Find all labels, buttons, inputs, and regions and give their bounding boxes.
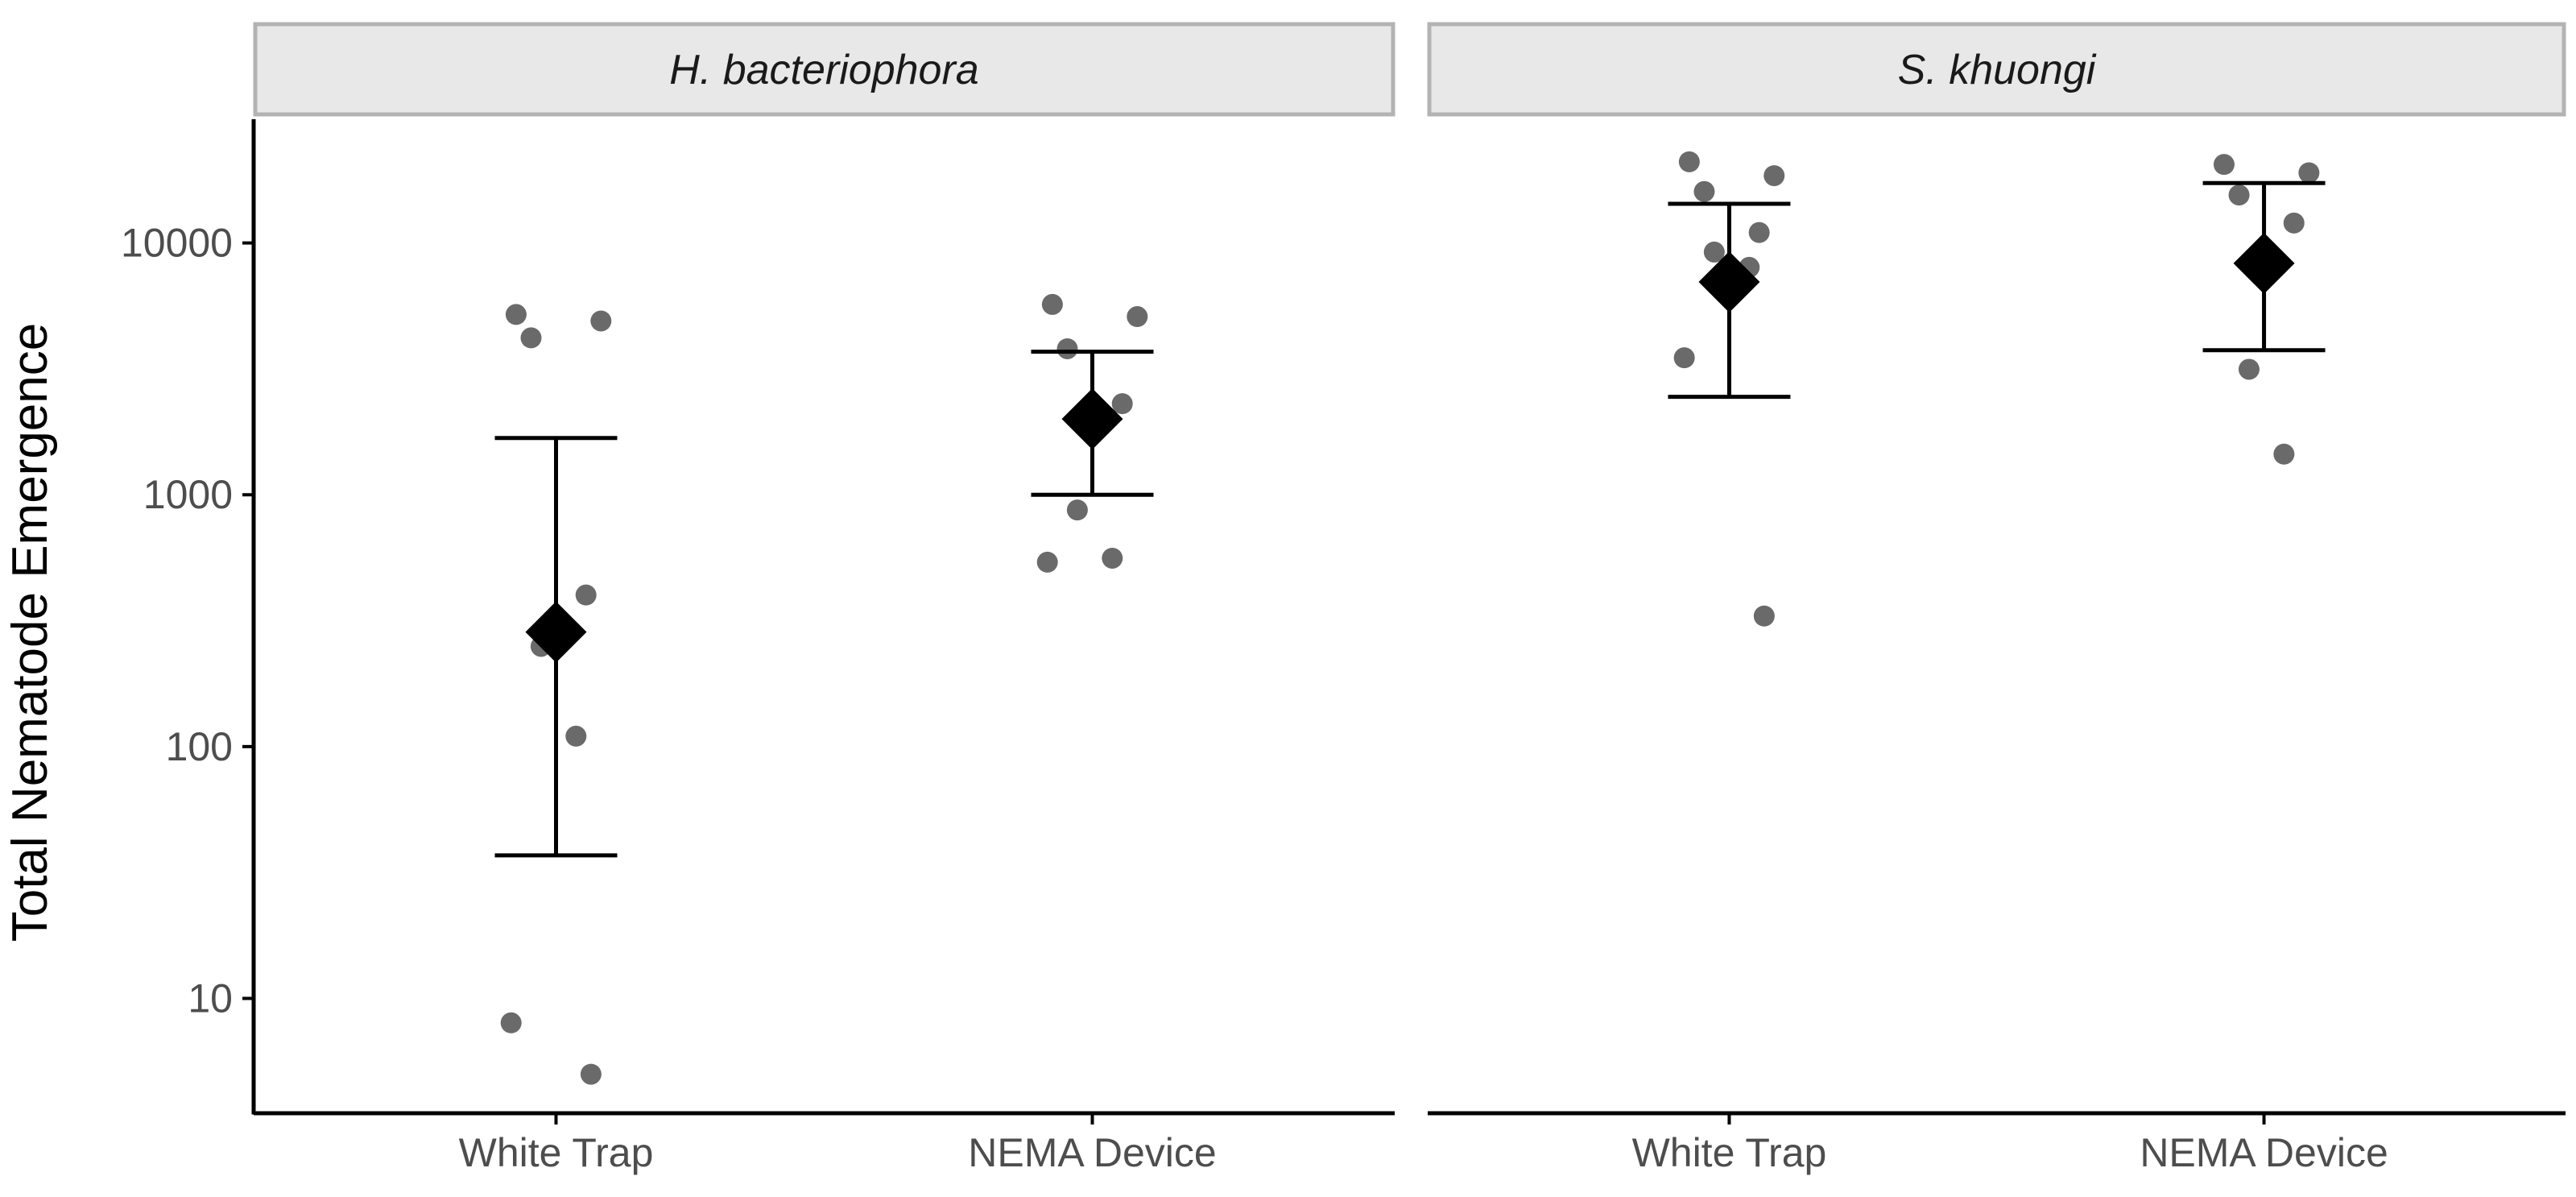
data-point [520,327,542,349]
data-point [2298,162,2320,184]
mean-marker [1698,251,1760,313]
x-tick-label: NEMA Device [968,1130,1216,1175]
x-tick-label: NEMA Device [2140,1130,2388,1175]
data-point [2273,443,2295,465]
data-point [590,310,612,332]
data-point [565,725,587,747]
data-point [500,1012,522,1033]
data-point [2238,358,2260,380]
data-point [1703,241,1725,263]
mean-marker [2233,232,2295,294]
data-point [1753,605,1775,627]
data-point [1748,222,1770,243]
data-point [1041,293,1063,315]
panel-strip [1427,22,2566,117]
data-point [2283,212,2305,234]
y-tick-label: 100 [166,724,233,769]
data-point [1127,306,1148,328]
data-point [2213,154,2235,176]
mean-marker [1061,388,1123,450]
data-point [1693,180,1715,202]
panel-title: H. bacteriophora [669,47,978,93]
data-point [1102,547,1123,569]
data-point [580,1063,602,1085]
mean-marker [525,601,587,663]
data-point [2228,184,2250,206]
data-point [1673,347,1695,369]
data-point [1764,165,1785,187]
data-point [1036,551,1058,573]
data-point [1111,393,1133,415]
panel-title: S. khuongi [1898,47,2097,93]
y-tick-label: 10 [188,975,233,1021]
x-tick-label: White Trap [1632,1130,1827,1175]
data-point [1678,151,1700,172]
y-axis-title: Total Nematode Emergence [2,323,58,942]
y-tick-label: 1000 [143,472,233,517]
x-tick-label: White Trap [459,1130,654,1175]
y-tick-label: 10000 [121,221,233,266]
panel-strip [253,22,1396,117]
data-point [575,584,597,606]
data-point [1056,338,1078,359]
data-point [505,304,527,325]
data-point [1066,499,1088,521]
